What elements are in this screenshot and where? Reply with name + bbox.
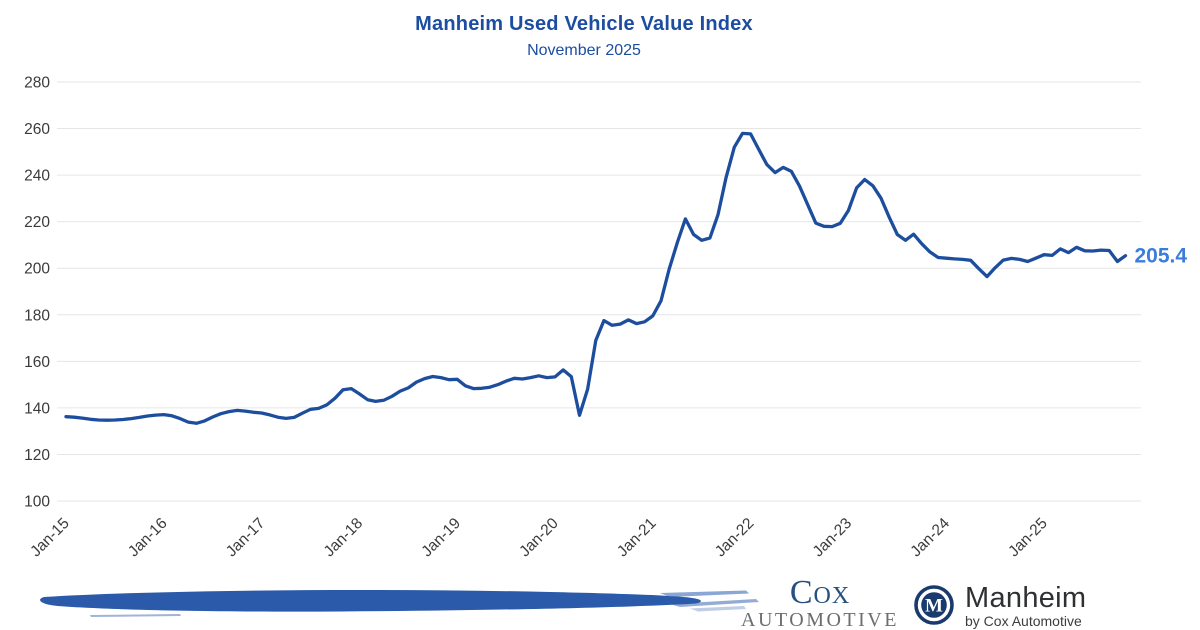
brush-stroke-speck (90, 614, 181, 617)
y-axis-tick-label: 100 (24, 494, 50, 511)
line-chart: 100 120 140 160 180 200 220 240 260 280 Jan-15 Jan-… (24, 75, 1188, 561)
index-line-series (64, 131, 1128, 425)
y-axis-tick-label: 140 (24, 400, 50, 417)
y-axis-tick-label: 280 (24, 75, 50, 92)
brush-stroke-streak (670, 599, 759, 607)
x-axis-tick-label: Jan-23 (810, 515, 856, 561)
chart-title: Manheim Used Vehicle Value Index (415, 13, 753, 35)
x-axis-tick-label: Jan-15 (27, 515, 73, 561)
y-axis-tick-label: 240 (24, 168, 50, 185)
x-axis-tick-label: Jan-25 (1005, 515, 1051, 561)
chart-subtitle: November 2025 (527, 42, 641, 59)
brush-stroke-body (40, 589, 701, 612)
brush-stroke-streak (660, 590, 749, 597)
y-axis-tick-label: 120 (24, 447, 50, 464)
x-axis-tick-label: Jan-24 (907, 515, 953, 561)
y-axis-tick-label: 180 (24, 307, 50, 324)
y-axis-tick-label: 260 (24, 121, 50, 138)
manheim-logo-text: Manheim by Cox Automotive (965, 582, 1087, 630)
latest-value-label: 205.4 (1135, 245, 1188, 268)
manheim-logo-tagline: by Cox Automotive (965, 613, 1082, 629)
manheim-m-circle-icon: M (914, 585, 954, 625)
x-axis-tick-label: Jan-21 (614, 515, 660, 561)
x-axis-tick-label: Jan-19 (418, 515, 464, 561)
cox-logo-wordmark: Cox (789, 574, 851, 611)
x-axis-tick-label: Jan-16 (125, 515, 171, 561)
y-axis-tick-label: 160 (24, 354, 50, 371)
cox-logo-automotive: Automotive (741, 609, 899, 630)
y-axis-tick-label: 200 (24, 261, 50, 278)
x-axis-tick-label: Jan-18 (321, 515, 367, 561)
manheim-monogram: M (925, 596, 943, 617)
brush-stroke-decoration (40, 589, 759, 617)
manheim-logo-name: Manheim (965, 582, 1087, 614)
brush-stroke-streak (690, 606, 746, 612)
x-axis-tick-label: Jan-20 (516, 515, 562, 561)
x-axis-tick-label: Jan-22 (712, 515, 758, 561)
y-axis-tick-label: 220 (24, 214, 50, 231)
manheim-logo: M Manheim by Cox Automotive (913, 584, 1086, 629)
cox-automotive-logo: Cox Automotive (728, 574, 912, 630)
x-axis-tick-label: Jan-17 (223, 515, 269, 561)
